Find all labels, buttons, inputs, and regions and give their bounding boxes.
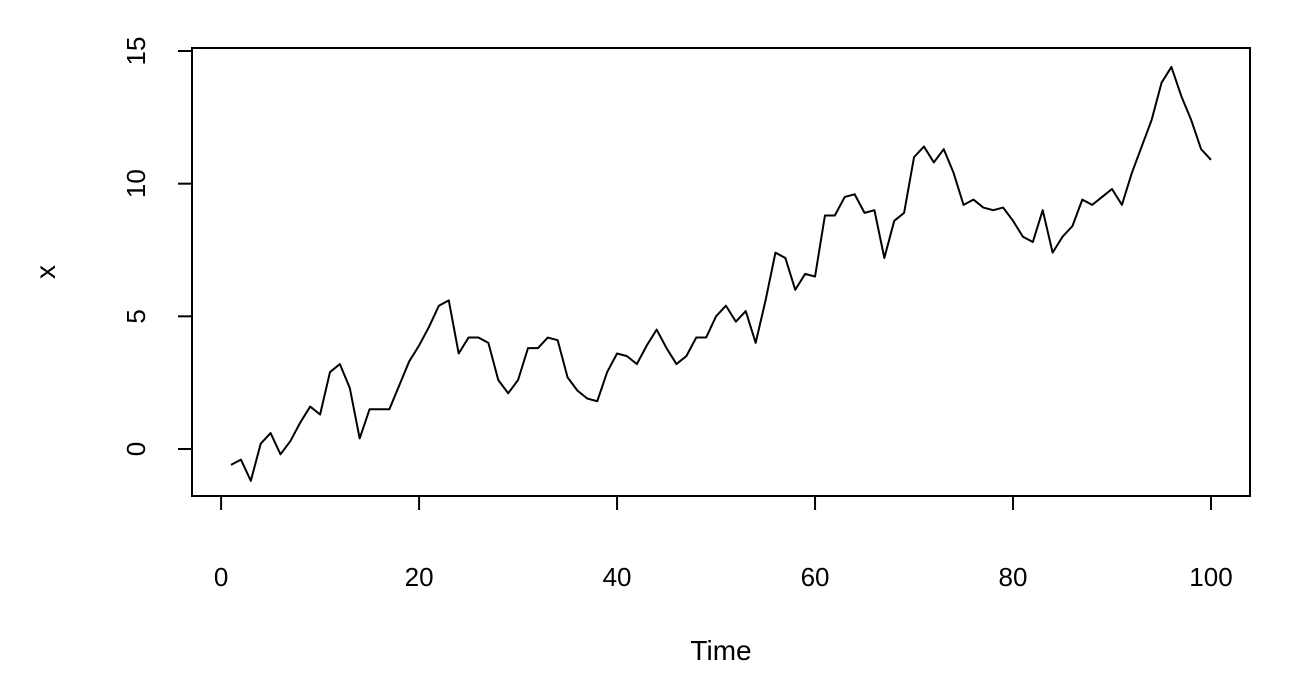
plot-frame bbox=[192, 48, 1250, 496]
y-axis: 0 5 10 15 bbox=[121, 37, 192, 457]
x-tick-label: 40 bbox=[603, 562, 632, 592]
x-tick-label: 20 bbox=[405, 562, 434, 592]
y-axis-title: x bbox=[30, 265, 61, 279]
x-axis-title: Time bbox=[690, 635, 751, 666]
x-tick-label: 80 bbox=[999, 562, 1028, 592]
series-group bbox=[231, 67, 1211, 481]
series-line bbox=[231, 67, 1211, 481]
x-tick-label: 100 bbox=[1189, 562, 1232, 592]
y-tick-label: 0 bbox=[121, 442, 151, 456]
y-tick-label: 5 bbox=[121, 309, 151, 323]
y-tick-label: 15 bbox=[121, 37, 151, 66]
x-tick-label: 0 bbox=[214, 562, 228, 592]
x-tick-label: 60 bbox=[801, 562, 830, 592]
y-tick-label: 10 bbox=[121, 169, 151, 198]
x-axis: 0 20 40 60 80 100 bbox=[214, 496, 1233, 592]
